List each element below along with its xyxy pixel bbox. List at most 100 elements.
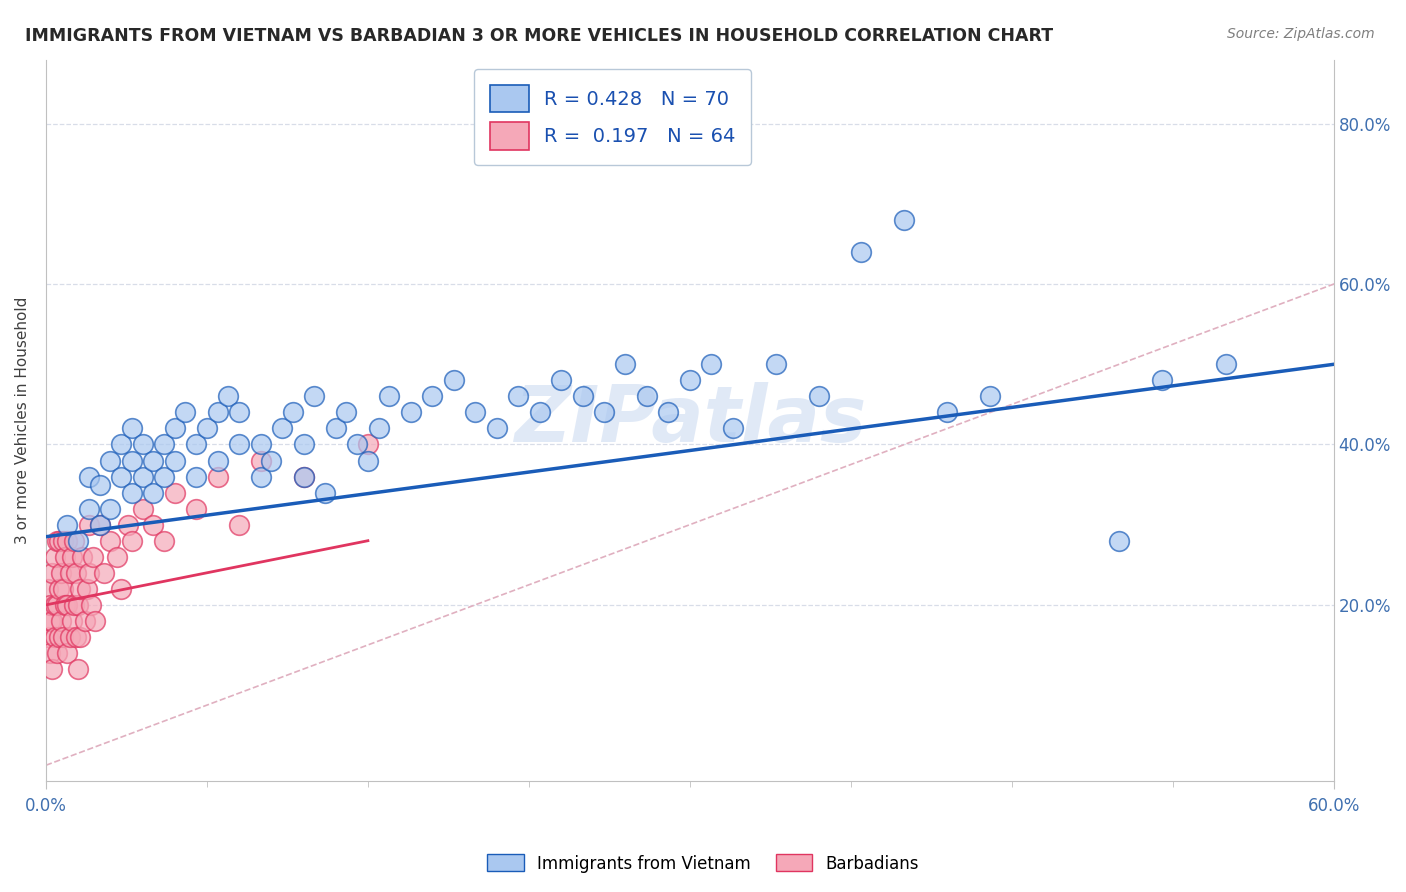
Point <box>58 630 80 644</box>
Point <box>84 614 107 628</box>
Point <box>529 405 551 419</box>
Point <box>217 389 239 403</box>
Point <box>89 477 111 491</box>
Point <box>121 533 143 548</box>
Point <box>110 582 132 596</box>
Text: ZIPatlas: ZIPatlas <box>513 383 866 458</box>
Text: IMMIGRANTS FROM VIETNAM VS BARBADIAN 3 OR MORE VEHICLES IN HOUSEHOLD CORRELATION: IMMIGRANTS FROM VIETNAM VS BARBADIAN 3 O… <box>25 27 1053 45</box>
Point <box>508 389 530 403</box>
Point <box>110 437 132 451</box>
Point <box>44 630 66 644</box>
Point <box>207 453 229 467</box>
Point <box>1108 533 1130 548</box>
Point <box>67 598 90 612</box>
Point <box>56 646 79 660</box>
Point <box>292 469 315 483</box>
Point <box>77 469 100 483</box>
Point <box>63 598 86 612</box>
Point <box>45 598 67 612</box>
Point <box>679 373 702 387</box>
Point <box>807 389 830 403</box>
Point <box>56 517 79 532</box>
Point <box>186 437 208 451</box>
Point <box>142 517 165 532</box>
Point <box>76 582 98 596</box>
Point <box>121 421 143 435</box>
Point <box>614 357 637 371</box>
Point <box>67 533 90 548</box>
Point <box>39 614 62 628</box>
Point <box>48 630 70 644</box>
Point <box>131 501 153 516</box>
Point <box>207 469 229 483</box>
Point <box>765 357 787 371</box>
Point <box>63 533 86 548</box>
Point <box>53 549 76 564</box>
Point <box>98 533 121 548</box>
Point <box>98 453 121 467</box>
Point <box>420 389 443 403</box>
Point <box>228 437 250 451</box>
Point <box>72 549 94 564</box>
Point <box>249 469 271 483</box>
Point <box>48 582 70 596</box>
Point <box>52 630 75 644</box>
Point <box>45 533 67 548</box>
Point <box>357 437 380 451</box>
Point <box>186 501 208 516</box>
Point <box>41 566 63 580</box>
Point <box>77 501 100 516</box>
Point <box>174 405 197 419</box>
Point <box>65 566 87 580</box>
Point <box>721 421 744 435</box>
Point <box>131 469 153 483</box>
Point <box>44 549 66 564</box>
Point <box>52 582 75 596</box>
Point <box>228 405 250 419</box>
Point <box>271 421 294 435</box>
Point <box>98 501 121 516</box>
Point <box>121 485 143 500</box>
Point <box>657 405 679 419</box>
Point <box>443 373 465 387</box>
Point <box>249 453 271 467</box>
Point <box>58 566 80 580</box>
Point <box>142 453 165 467</box>
Point <box>163 485 186 500</box>
Point <box>45 646 67 660</box>
Point <box>48 533 70 548</box>
Point <box>550 373 572 387</box>
Point <box>292 469 315 483</box>
Point <box>65 630 87 644</box>
Point <box>936 405 959 419</box>
Point <box>73 614 96 628</box>
Point <box>207 405 229 419</box>
Point <box>281 405 304 419</box>
Point <box>346 437 368 451</box>
Point <box>37 630 59 644</box>
Point <box>41 662 63 676</box>
Point <box>89 517 111 532</box>
Point <box>53 598 76 612</box>
Point <box>117 517 139 532</box>
Point <box>302 389 325 403</box>
Point <box>163 421 186 435</box>
Y-axis label: 3 or more Vehicles in Household: 3 or more Vehicles in Household <box>15 297 30 544</box>
Point <box>39 646 62 660</box>
Point <box>153 437 176 451</box>
Point <box>153 469 176 483</box>
Point <box>325 421 347 435</box>
Point <box>60 549 83 564</box>
Legend: R = 0.428   N = 70, R =  0.197   N = 64: R = 0.428 N = 70, R = 0.197 N = 64 <box>474 70 751 165</box>
Point <box>195 421 218 435</box>
Point <box>69 630 91 644</box>
Point <box>399 405 422 419</box>
Point <box>131 437 153 451</box>
Point <box>893 213 915 227</box>
Point <box>228 517 250 532</box>
Point <box>89 517 111 532</box>
Point <box>636 389 658 403</box>
Point <box>464 405 486 419</box>
Point <box>1150 373 1173 387</box>
Point <box>77 517 100 532</box>
